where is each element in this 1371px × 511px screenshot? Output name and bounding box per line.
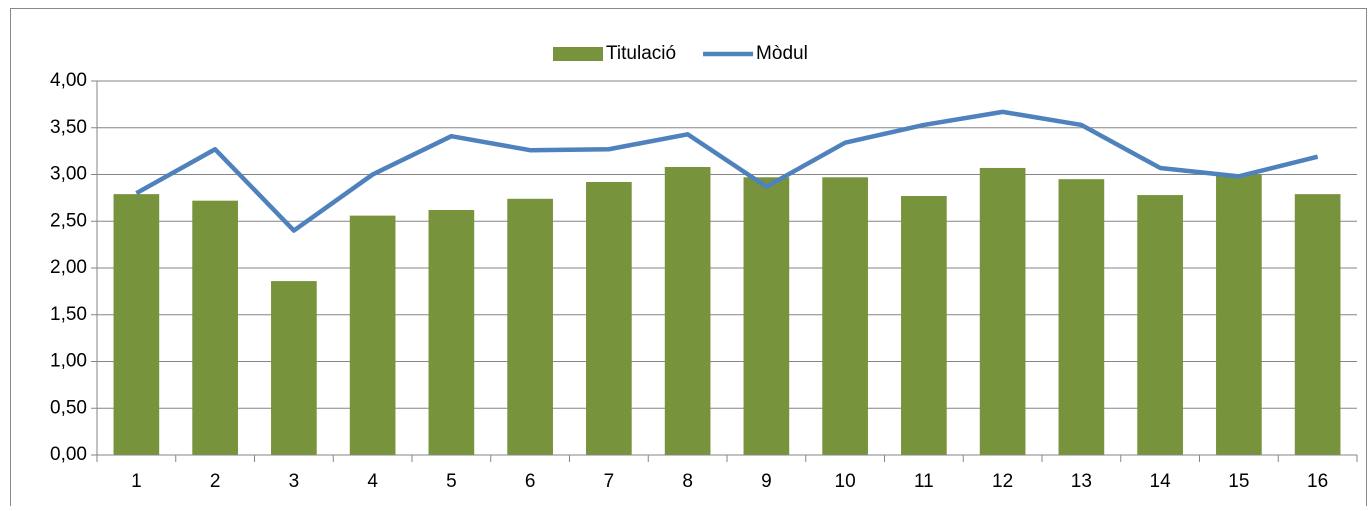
bar (822, 177, 868, 455)
bar (901, 196, 947, 455)
y-tick-label: 3,50 (50, 117, 87, 138)
x-tick-label: 7 (604, 471, 615, 492)
x-tick-label: 11 (914, 471, 934, 492)
bar (743, 177, 790, 455)
x-tick-label: 15 (1228, 471, 1249, 492)
bar (349, 215, 396, 455)
bar (428, 210, 475, 455)
y-tick-label: 4,00 (50, 70, 87, 91)
x-tick-label: 9 (761, 471, 772, 492)
bar (586, 181, 632, 456)
x-tick-label: 14 (1150, 471, 1172, 492)
x-tick-label: 1 (131, 471, 142, 492)
y-tick-label: 0,00 (50, 444, 87, 465)
x-tick-label: 2 (210, 471, 221, 492)
x-tick-label: 6 (525, 471, 536, 492)
x-tick-label: 12 (992, 471, 1013, 492)
bar (1058, 179, 1105, 456)
x-tick-label: 16 (1307, 471, 1328, 492)
x-tick-label: 5 (446, 471, 457, 492)
y-tick-label: 0,50 (50, 397, 87, 418)
bar (1294, 194, 1341, 455)
y-tick-label: 1,50 (50, 304, 87, 325)
y-tick-label: 3,00 (50, 164, 87, 185)
bar (507, 198, 553, 455)
legend-swatch (553, 47, 603, 61)
bar (1137, 195, 1183, 455)
line (135, 109, 1319, 233)
bar (113, 194, 160, 455)
y-tick-label: 2,50 (50, 210, 87, 231)
x-tick-label: 4 (367, 471, 378, 492)
x-tick-label: 8 (682, 471, 693, 492)
legend-label: Titulació (606, 43, 676, 64)
bar (979, 167, 1026, 455)
y-tick-label: 2,00 (50, 257, 87, 278)
x-tick-label: 10 (835, 471, 856, 492)
bar (271, 281, 317, 455)
x-tick-label: 3 (289, 471, 300, 492)
bar (664, 167, 711, 455)
y-tick-label: 1,00 (50, 351, 87, 372)
x-tick-label: 13 (1071, 471, 1092, 492)
bar (192, 200, 238, 455)
legend-label: Mòdul (756, 43, 808, 64)
bar (1216, 174, 1262, 455)
